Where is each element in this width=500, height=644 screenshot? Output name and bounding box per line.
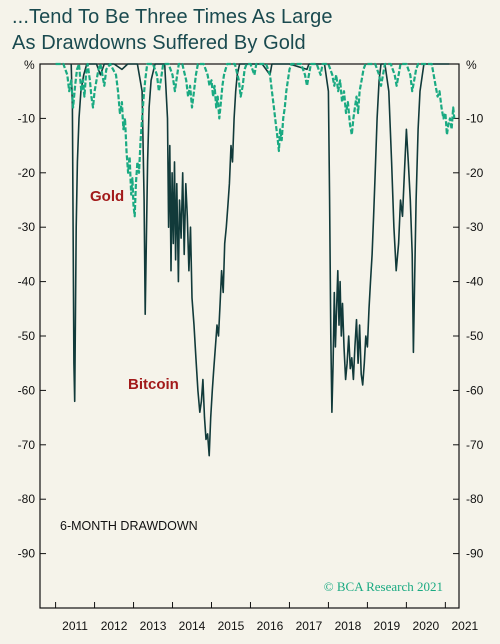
y-tick-label-left: -50 xyxy=(18,329,36,343)
y-tick-label-right: -40 xyxy=(466,275,484,289)
x-tick-label: 2018 xyxy=(335,619,362,633)
y-tick-label-left: -60 xyxy=(18,383,36,397)
y-tick-label-right: -90 xyxy=(466,547,484,561)
chart-title: ...Tend To Be Three Times As Large As Dr… xyxy=(12,4,333,56)
chart-title-line-2: As Drawdowns Suffered By Gold xyxy=(12,32,306,54)
x-axis: 2011 2012 2013 2014 2015 2016 2017 2018 2019 2020… xyxy=(55,602,479,633)
x-tick-label: 2015 xyxy=(218,619,245,633)
y-tick-label-left: -90 xyxy=(18,547,36,561)
bitcoin-drawdown-line xyxy=(70,63,450,457)
y-tick-label-left: -10 xyxy=(18,111,36,125)
x-tick-label: 2016 xyxy=(257,619,284,633)
x-tick-label: 2020 xyxy=(413,619,440,633)
source-credit: © BCA Research 2021 xyxy=(324,579,443,594)
x-tick-label: 2014 xyxy=(179,619,206,633)
y-tick-label-right: -60 xyxy=(466,383,484,397)
left-unit-label: % xyxy=(24,58,35,72)
y-axis-right: -10 -20 -30 -40 -50 -60 -70 -80 -90 xyxy=(453,111,484,561)
gold-series-label: Gold xyxy=(90,188,124,205)
y-tick-label-right: -10 xyxy=(466,111,484,125)
right-unit-label: % xyxy=(466,58,477,72)
bitcoin-series-label: Bitcoin xyxy=(128,376,179,393)
x-tick-label: 2019 xyxy=(374,619,401,633)
x-tick-label: 2011 xyxy=(62,619,88,633)
y-tick-label-left: -40 xyxy=(18,275,36,289)
series-layer xyxy=(55,62,456,457)
y-tick-label-left: -30 xyxy=(18,220,36,234)
y-tick-label-right: -50 xyxy=(466,329,484,343)
x-tick-label: 2021 xyxy=(451,619,478,633)
drawdown-annotation: 6-MONTH DRAWDOWN xyxy=(60,519,198,533)
y-tick-label-right: -70 xyxy=(466,438,484,452)
x-tick-label: 2013 xyxy=(140,619,167,633)
y-tick-label-left: -70 xyxy=(18,438,36,452)
x-tick-label: 2012 xyxy=(101,619,128,633)
y-tick-label-left: -20 xyxy=(18,166,36,180)
y-axis-left: -10 -20 -30 -40 -50 -60 -70 -80 -90 xyxy=(18,111,46,561)
plot-area xyxy=(39,63,460,609)
y-tick-label-right: -80 xyxy=(466,492,484,506)
x-tick-label: 2017 xyxy=(296,619,323,633)
y-tick-label-right: -20 xyxy=(466,166,484,180)
chart-title-line-1: ...Tend To Be Three Times As Large xyxy=(12,6,333,28)
y-tick-label-left: -80 xyxy=(18,492,36,506)
gold-drawdown-line xyxy=(55,62,456,218)
y-tick-label-right: -30 xyxy=(466,220,484,234)
